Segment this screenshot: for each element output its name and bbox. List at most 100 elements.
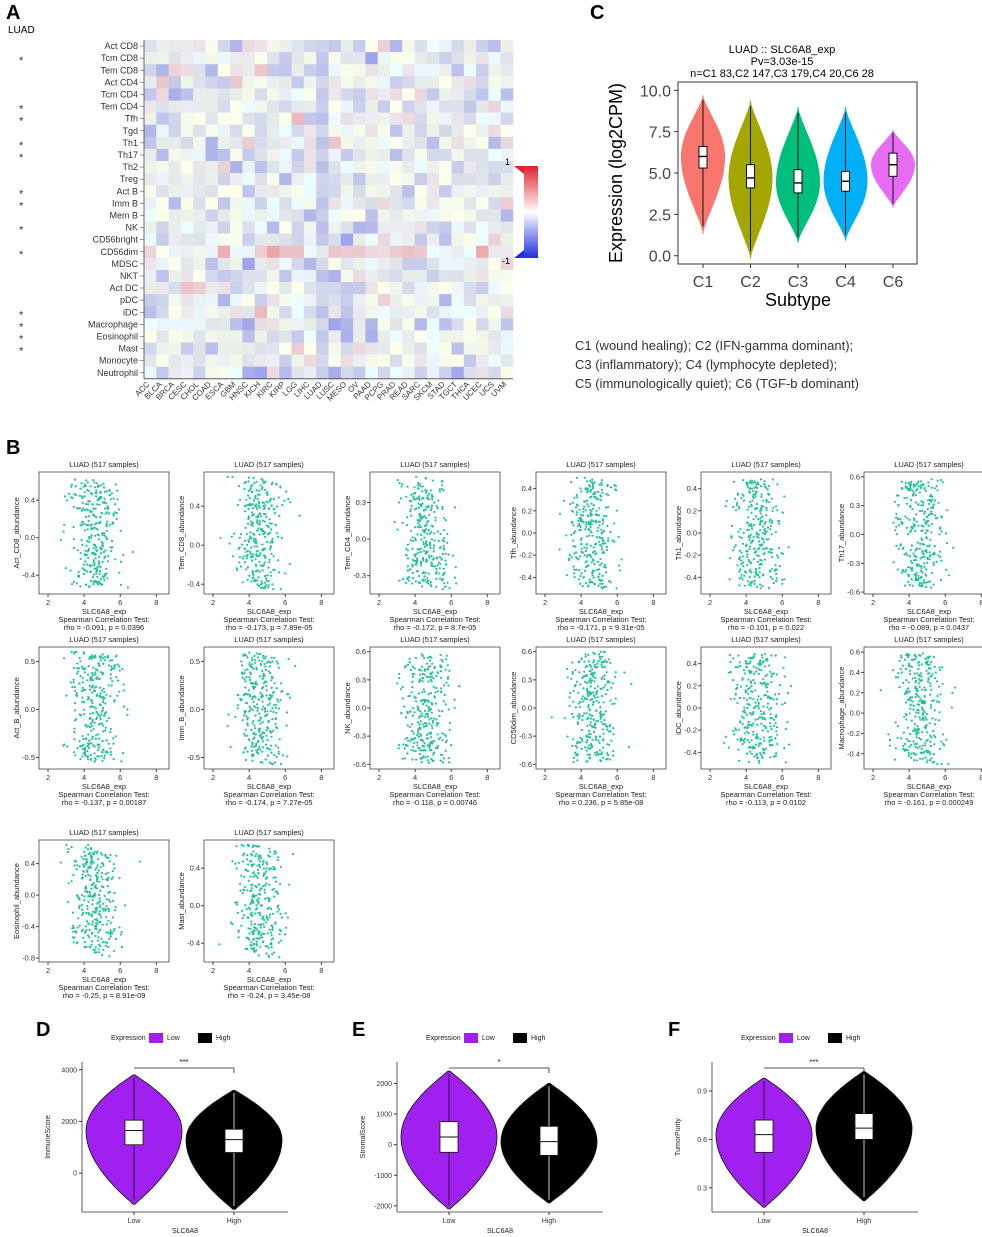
heatmap-cell — [390, 112, 403, 125]
scatter-point — [103, 497, 106, 500]
heatmap-cell — [254, 330, 268, 343]
scatter-point — [580, 542, 583, 546]
scatter-y-tick-label: -0.4 — [847, 749, 860, 758]
scatter-point — [732, 733, 736, 736]
scatter-point — [918, 677, 921, 681]
scatter-point — [104, 574, 107, 577]
scatter-point — [943, 744, 946, 747]
scatter-point — [939, 555, 942, 559]
scatter-x-tick-label: 4 — [744, 773, 748, 782]
scatter-point — [914, 579, 917, 582]
scatter-point — [576, 754, 579, 757]
scatter-point — [100, 671, 103, 674]
scatter-point — [606, 688, 609, 692]
scatter-point — [750, 713, 753, 716]
scatter-point — [768, 570, 772, 573]
scatter-point — [435, 570, 438, 573]
scatter-point — [608, 681, 611, 684]
scatter-point — [105, 898, 108, 901]
scatter-points — [723, 652, 793, 764]
scatter-point — [68, 492, 71, 495]
scatter-point — [914, 529, 917, 533]
scatter-point — [117, 508, 120, 511]
scatter-point — [447, 708, 450, 711]
scatter-point — [769, 518, 772, 521]
scatter-point — [87, 665, 90, 668]
heatmap-cell — [476, 40, 489, 53]
heatmap-cell — [242, 257, 255, 271]
heatmap-star: * — [19, 200, 24, 212]
scatter-point — [104, 507, 107, 510]
scatter-point — [734, 727, 737, 730]
scatter-point — [912, 740, 915, 743]
scatter-point — [94, 934, 97, 938]
scatter-point — [755, 733, 759, 736]
scatter-point — [423, 524, 426, 528]
heatmap-cell — [414, 354, 428, 367]
panel-label-b: B — [6, 437, 20, 459]
heatmap-cell — [353, 282, 366, 295]
scatter-point — [256, 683, 259, 686]
scatter-point — [749, 487, 752, 490]
scatter-point — [87, 519, 90, 523]
scatter-point — [422, 549, 426, 552]
scatter-point — [433, 696, 436, 699]
scatter-point — [106, 941, 109, 944]
scatter-point — [588, 679, 592, 682]
scatter-point — [584, 655, 587, 658]
scatter-point — [76, 747, 79, 750]
scatter-point — [251, 503, 254, 506]
scatter-point — [938, 711, 941, 714]
scatter-point — [588, 520, 591, 523]
scatter-point — [94, 757, 97, 760]
scatter-point — [100, 755, 103, 758]
scatter-point — [768, 736, 771, 739]
scatter-point — [920, 747, 923, 750]
scatter-point — [109, 677, 112, 680]
heatmap-cell — [180, 112, 194, 125]
scatter-point — [740, 573, 743, 576]
heatmap-cell — [426, 245, 440, 259]
scatter-point — [99, 659, 102, 662]
scatter-point — [590, 519, 593, 522]
scatter-point — [743, 732, 746, 735]
heatmap-cell — [193, 161, 206, 174]
scatter-point — [280, 763, 283, 766]
heatmap-cell — [377, 100, 391, 113]
scatter-point — [410, 691, 413, 694]
scatter-point — [416, 570, 419, 573]
scatter-point — [415, 553, 418, 556]
scatter-point — [82, 701, 85, 704]
scatter-point — [574, 744, 578, 748]
heatmap-cell — [316, 221, 329, 234]
scatter-point — [755, 483, 758, 486]
scatter-point — [72, 547, 76, 550]
scatter-point — [433, 544, 436, 547]
scatter-point — [897, 547, 900, 550]
heatmap-cell — [328, 52, 342, 65]
heatmap-cell — [500, 124, 514, 138]
scatter-point — [261, 569, 264, 572]
scatter-point — [754, 737, 758, 740]
scatter-point — [609, 699, 612, 702]
scatter-point — [912, 729, 915, 732]
scatter-point — [611, 703, 614, 706]
scatter-point — [240, 543, 244, 546]
heatmap-cell — [156, 148, 169, 162]
heatmap-cell — [291, 354, 305, 367]
scatter-point — [86, 509, 89, 512]
scatter-point — [91, 575, 95, 579]
scatter-point — [781, 582, 784, 585]
heatmap-cell — [291, 318, 305, 331]
scatter-point — [428, 513, 431, 516]
scatter-point — [252, 685, 255, 688]
heatmap-cell — [205, 282, 219, 295]
scatter-point — [908, 739, 911, 743]
scatter-point — [65, 499, 68, 502]
scatter-point — [97, 936, 100, 939]
scatter-point — [588, 578, 592, 581]
scatter-point — [587, 505, 590, 508]
scatter-point — [431, 498, 434, 501]
heatmap-cell — [279, 221, 292, 234]
heatmap-cell — [414, 209, 428, 222]
